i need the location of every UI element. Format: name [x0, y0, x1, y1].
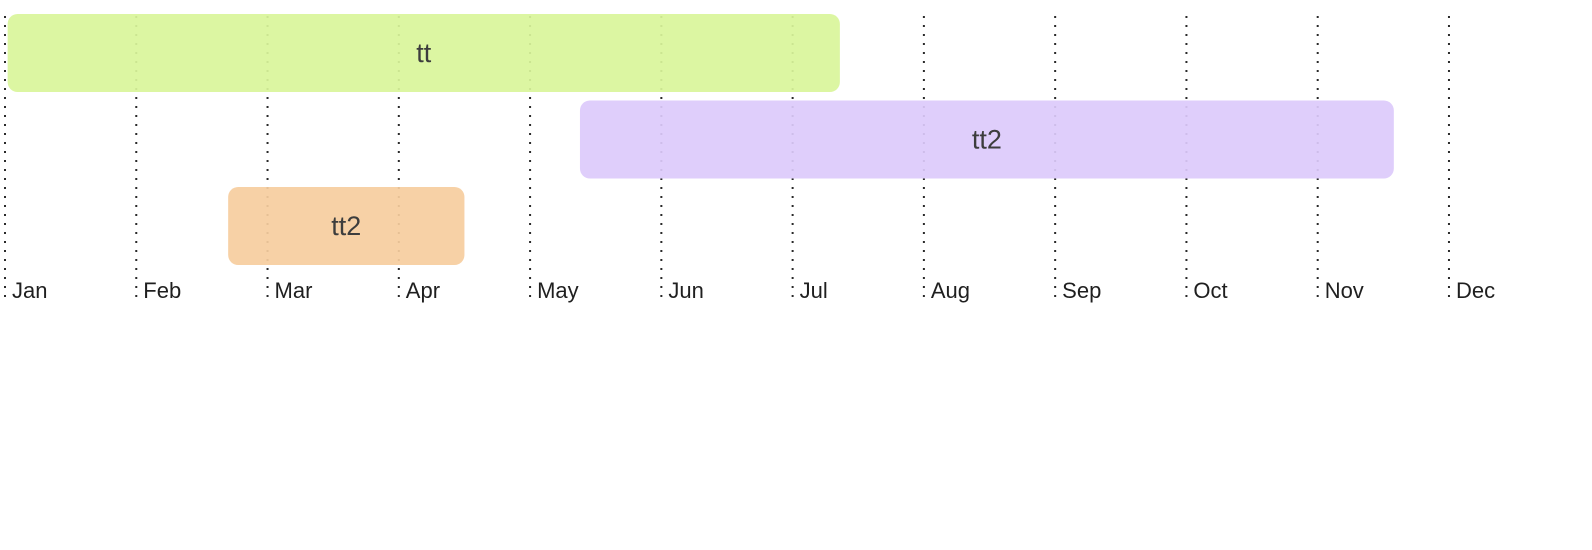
month-label-jul: Jul: [800, 278, 828, 303]
month-label-nov: Nov: [1325, 278, 1364, 303]
month-label-dec: Dec: [1456, 278, 1495, 303]
month-label-may: May: [537, 278, 579, 303]
month-label-oct: Oct: [1193, 278, 1227, 303]
month-label-feb: Feb: [143, 278, 181, 303]
month-label-apr: Apr: [406, 278, 440, 303]
timeline-bar-label-2: tt2: [972, 125, 1002, 155]
month-label-sep: Sep: [1062, 278, 1101, 303]
month-label-mar: Mar: [275, 278, 313, 303]
month-label-jun: Jun: [668, 278, 703, 303]
month-label-jan: Jan: [12, 278, 47, 303]
timeline-bar-label-1: tt: [416, 38, 432, 68]
timeline-bar-label-3: tt2: [331, 211, 361, 241]
month-label-aug: Aug: [931, 278, 970, 303]
month-labels: Jan Feb Mar Apr May Jun Jul Aug Sep Oct Nov Dec: [12, 278, 1495, 303]
timeline-bars: tt tt2 tt2: [8, 14, 1394, 265]
